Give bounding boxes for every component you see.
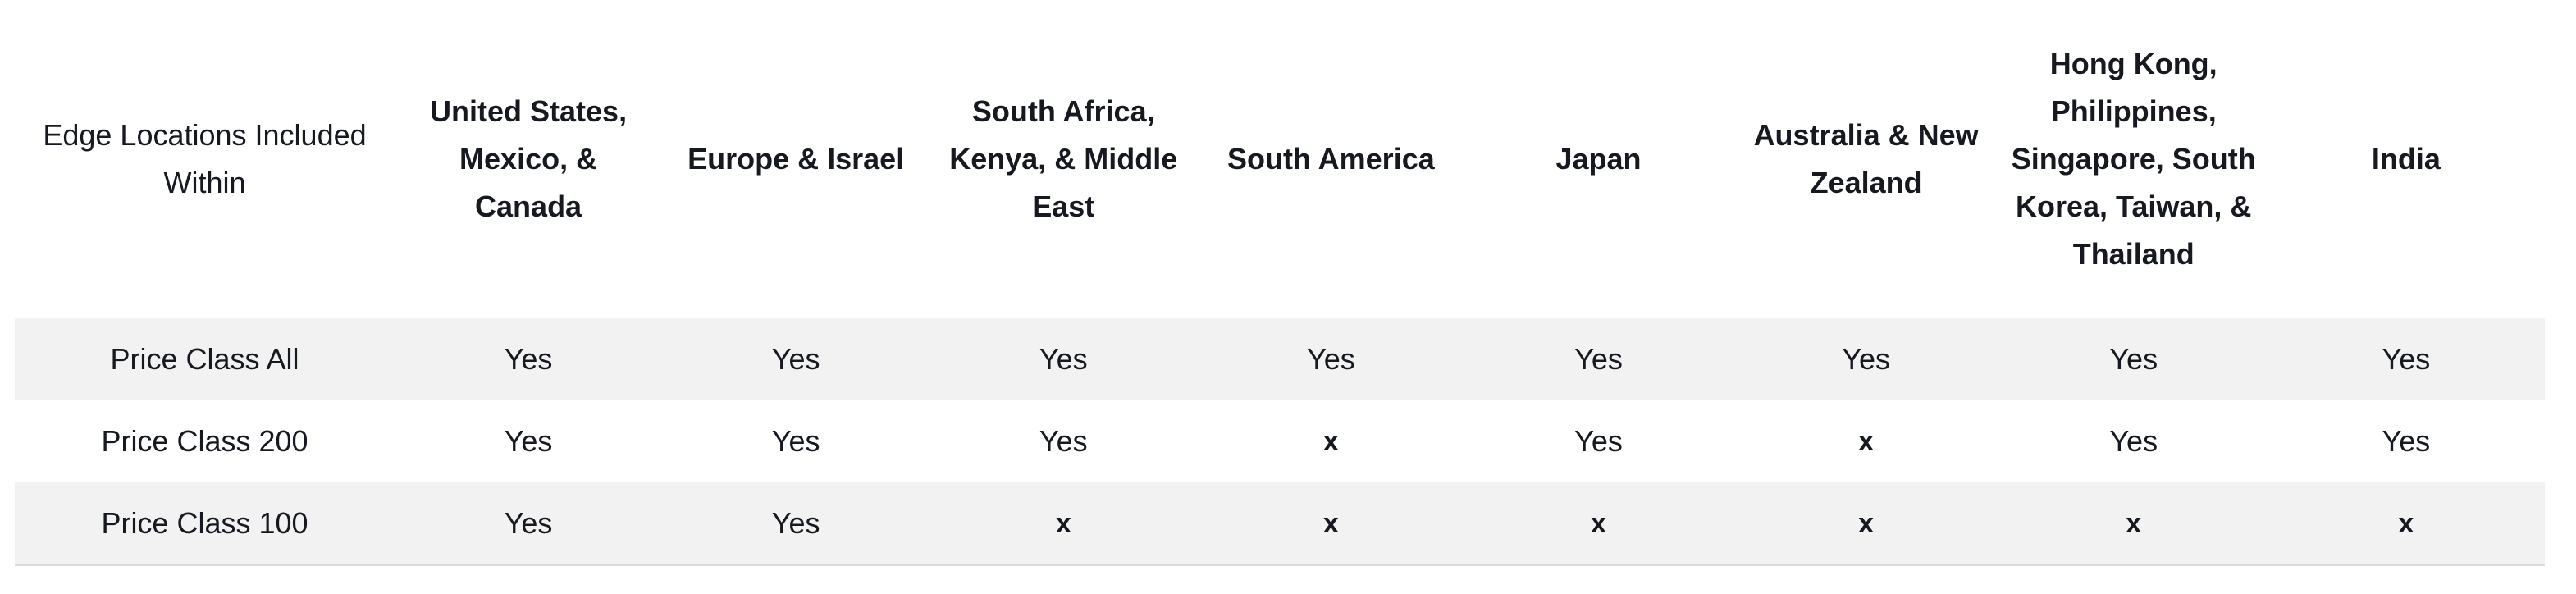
column-header: South America (1227, 142, 1435, 176)
table-cell: Yes (929, 318, 1198, 400)
column-header: Hong Kong, Philippines, Singapore, South… (2011, 47, 2256, 271)
price-class-table: Edge Locations Included Within United St… (15, 0, 2545, 566)
table-cell: x (1197, 482, 1465, 566)
table-row: Price Class 200 Yes Yes Yes x Yes x Yes … (15, 400, 2545, 482)
table-cell: Yes (2267, 318, 2545, 400)
table-cell: x (1732, 482, 2000, 566)
table-cell: Yes (662, 482, 930, 566)
table-cell: x (1464, 482, 1733, 566)
table-cell: Yes (395, 482, 663, 566)
table-cell: Yes (1732, 318, 2000, 400)
column-header: Europe & Israel (687, 142, 905, 176)
table-cell: Yes (771, 424, 820, 458)
table-cell: x (2267, 482, 2545, 566)
header-row: Edge Locations Included Within United St… (15, 0, 2545, 318)
table-cell: Yes (1999, 318, 2268, 400)
row-label: Price Class 200 (101, 424, 308, 458)
table-cell: Yes (1197, 318, 1465, 400)
table-cell: x (1858, 425, 1875, 457)
table-cell: x (1322, 425, 1339, 457)
table-cell: Yes (395, 318, 663, 400)
table-cell: Yes (1574, 424, 1623, 458)
table-cell: Yes (662, 318, 930, 400)
table-row: Price Class All Yes Yes Yes Yes Yes Yes … (15, 318, 2545, 400)
table-cell: x (1999, 482, 2268, 566)
column-header: India (2371, 142, 2441, 176)
corner-header: Edge Locations Included Within (43, 118, 367, 199)
table-cell: Yes (2382, 424, 2431, 458)
table-cell: x (929, 482, 1198, 566)
row-label: Price Class All (15, 318, 395, 400)
column-header: South Africa, Kenya, & Middle East (949, 94, 1178, 223)
table-row: Price Class 100 Yes Yes x x x x x x (15, 482, 2545, 566)
column-header: Japan (1555, 142, 1642, 176)
table-cell: Yes (1039, 424, 1088, 458)
price-class-table-container: Edge Locations Included Within United St… (15, 0, 2545, 566)
table-cell: Yes (504, 424, 553, 458)
column-header: United States, Mexico, & Canada (430, 94, 628, 223)
column-header: Australia & New Zealand (1753, 118, 1979, 199)
table-cell: Yes (2109, 424, 2158, 458)
row-label: Price Class 100 (15, 482, 395, 566)
table-cell: Yes (1464, 318, 1733, 400)
